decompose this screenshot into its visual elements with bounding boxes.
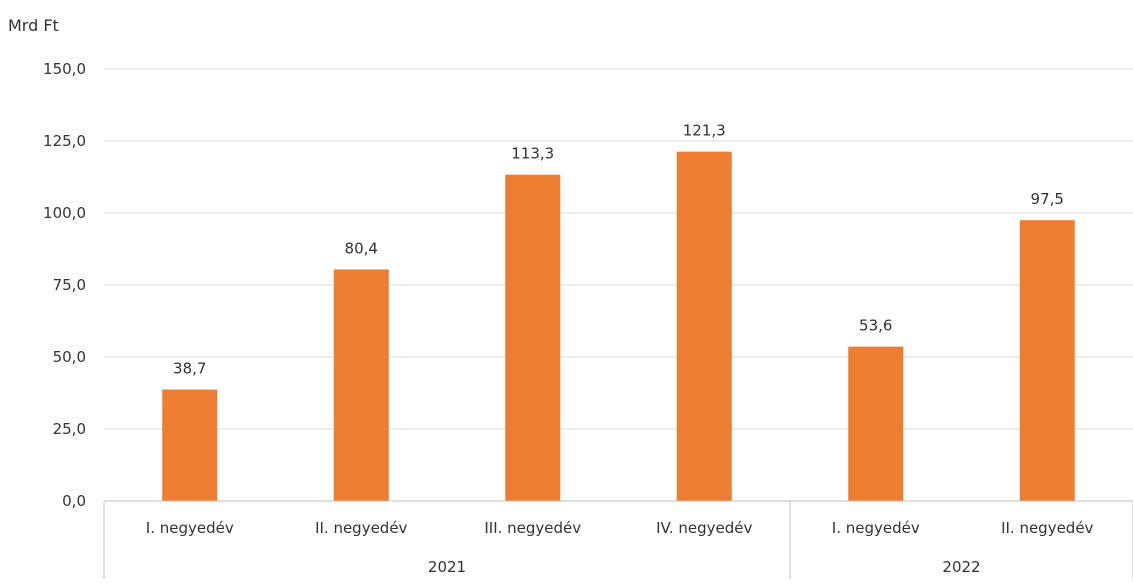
y-axis-unit-label: Mrd Ft <box>8 16 59 35</box>
x-category-label: II. negyedév <box>315 519 407 537</box>
y-tick-label: 75,0 <box>53 276 86 294</box>
y-tick-label: 25,0 <box>53 420 86 438</box>
bar <box>676 151 732 501</box>
x-axis: I. negyedév II. negyedév III. negyedév IV. … <box>103 500 1133 579</box>
x-category-label: I. negyedév <box>146 519 234 537</box>
x-category-label: I. negyedév <box>832 519 920 537</box>
y-tick-label: 125,0 <box>43 132 86 150</box>
bar <box>333 269 389 501</box>
y-tick-label: 50,0 <box>53 348 86 366</box>
x-category-label: IV. negyedév <box>656 519 752 537</box>
x-category-label: III. negyedév <box>484 519 581 537</box>
data-label: 80,4 <box>345 239 378 257</box>
y-tick-label: 100,0 <box>43 204 86 222</box>
y-tick-label: 0,0 <box>62 492 86 510</box>
data-label: 97,5 <box>1031 190 1064 208</box>
x-category-label: II. negyedév <box>1001 519 1093 537</box>
data-label: 38,7 <box>173 360 206 378</box>
data-labels: 38,7 80,4 113,3 121,3 53,6 97,5 <box>173 122 1064 378</box>
y-tick-label: 150,0 <box>43 60 86 78</box>
bar <box>505 174 561 502</box>
x-group-label: 2021 <box>428 558 466 576</box>
data-label: 53,6 <box>859 317 892 335</box>
bar <box>848 346 904 501</box>
bar <box>162 389 218 501</box>
x-group-label: 2022 <box>942 558 980 576</box>
data-label: 121,3 <box>683 122 726 140</box>
gridlines <box>104 68 1133 430</box>
bars <box>162 151 1075 502</box>
data-label: 113,3 <box>511 145 554 163</box>
bar <box>1019 220 1075 501</box>
y-axis-ticks: 0,0 25,0 50,0 75,0 100,0 125,0 150,0 <box>43 60 86 510</box>
